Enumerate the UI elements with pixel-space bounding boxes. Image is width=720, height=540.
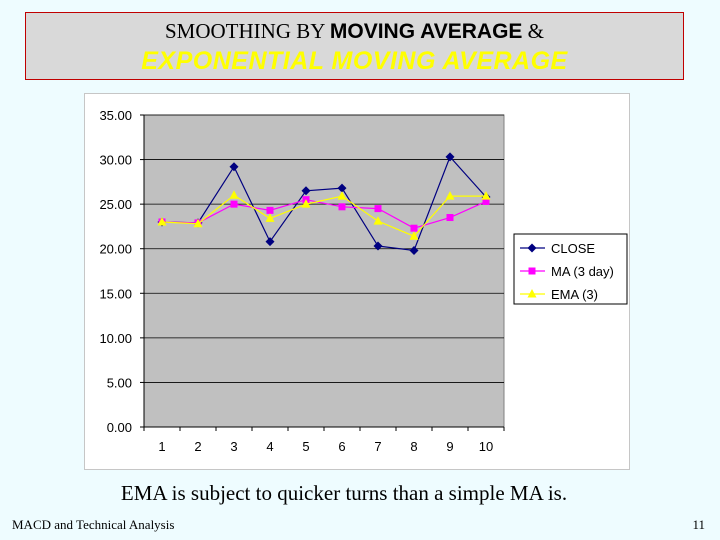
data-point — [229, 190, 239, 199]
data-point — [373, 216, 383, 225]
title-part-3: & — [522, 19, 545, 43]
y-tick-label: 20.00 — [99, 242, 132, 257]
title-box: SMOOTHING BY MOVING AVERAGE & EXPONENTIA… — [25, 12, 684, 80]
data-point — [301, 199, 311, 208]
data-point — [337, 191, 347, 200]
y-tick-label: 10.00 — [99, 331, 132, 346]
legend-label: EMA (3) — [551, 287, 598, 302]
legend-label: MA (3 day) — [551, 264, 614, 279]
y-tick-label: 5.00 — [107, 375, 132, 390]
x-tick-label: 3 — [230, 439, 237, 454]
x-tick-label: 9 — [446, 439, 453, 454]
x-tick-label: 8 — [410, 439, 417, 454]
y-tick-label: 25.00 — [99, 197, 132, 212]
y-tick-label: 30.00 — [99, 153, 132, 168]
slide-subtitle: EXPONENTIAL MOVING AVERAGE — [141, 47, 568, 75]
data-point — [265, 237, 275, 247]
series-line — [161, 155, 487, 252]
series-line — [161, 194, 486, 237]
chart-frame: 0.00 5.00 10.00 15.00 20.00 25.00 30.00 35.00 1 2… — [84, 93, 630, 470]
chart-caption: EMA is subject to quicker turns than a s… — [120, 481, 568, 505]
x-tick-label: 2 — [194, 439, 201, 454]
x-tick-label: 1 — [158, 439, 165, 454]
y-tick-label: 15.00 — [99, 286, 132, 301]
title-part-1: SMOOTHING BY — [164, 19, 330, 43]
x-tick-label: 10 — [479, 439, 493, 454]
legend-marker — [527, 289, 537, 298]
legend-label: CLOSE — [551, 241, 595, 256]
series-line — [161, 199, 487, 229]
y-tick-label: 35.00 — [99, 108, 132, 123]
data-point — [445, 191, 455, 200]
x-tick-label: 7 — [374, 439, 381, 454]
data-point — [265, 213, 275, 222]
data-point — [409, 245, 419, 255]
data-point — [410, 224, 418, 232]
data-point — [337, 183, 347, 193]
data-point — [157, 216, 167, 226]
data-point — [301, 186, 311, 196]
legend-marker — [528, 267, 536, 275]
x-tick-label: 6 — [338, 439, 345, 454]
x-tick-label: 5 — [302, 439, 309, 454]
y-tick-label: 0.00 — [107, 420, 132, 435]
data-point — [481, 191, 491, 200]
data-point — [445, 152, 455, 162]
slide-title: SMOOTHING BY MOVING AVERAGE & — [26, 19, 683, 44]
plot-area — [143, 114, 505, 428]
footer-title: MACD and Technical Analysis — [12, 517, 175, 532]
title-part-2: MOVING AVERAGE — [329, 20, 523, 43]
data-point — [230, 200, 238, 208]
data-point — [374, 205, 382, 213]
data-point — [193, 218, 203, 228]
data-point — [266, 206, 274, 214]
legend-marker — [527, 243, 537, 253]
page-number: 11 — [692, 517, 705, 532]
data-point — [373, 241, 383, 251]
data-point — [446, 214, 454, 222]
data-point — [338, 203, 346, 211]
data-point — [409, 231, 419, 240]
x-tick-label: 4 — [266, 439, 273, 454]
data-point — [229, 162, 239, 172]
line-chart: 0.00 5.00 10.00 15.00 20.00 25.00 30.00 35.00 1 2… — [99, 108, 628, 454]
data-point — [482, 197, 490, 205]
